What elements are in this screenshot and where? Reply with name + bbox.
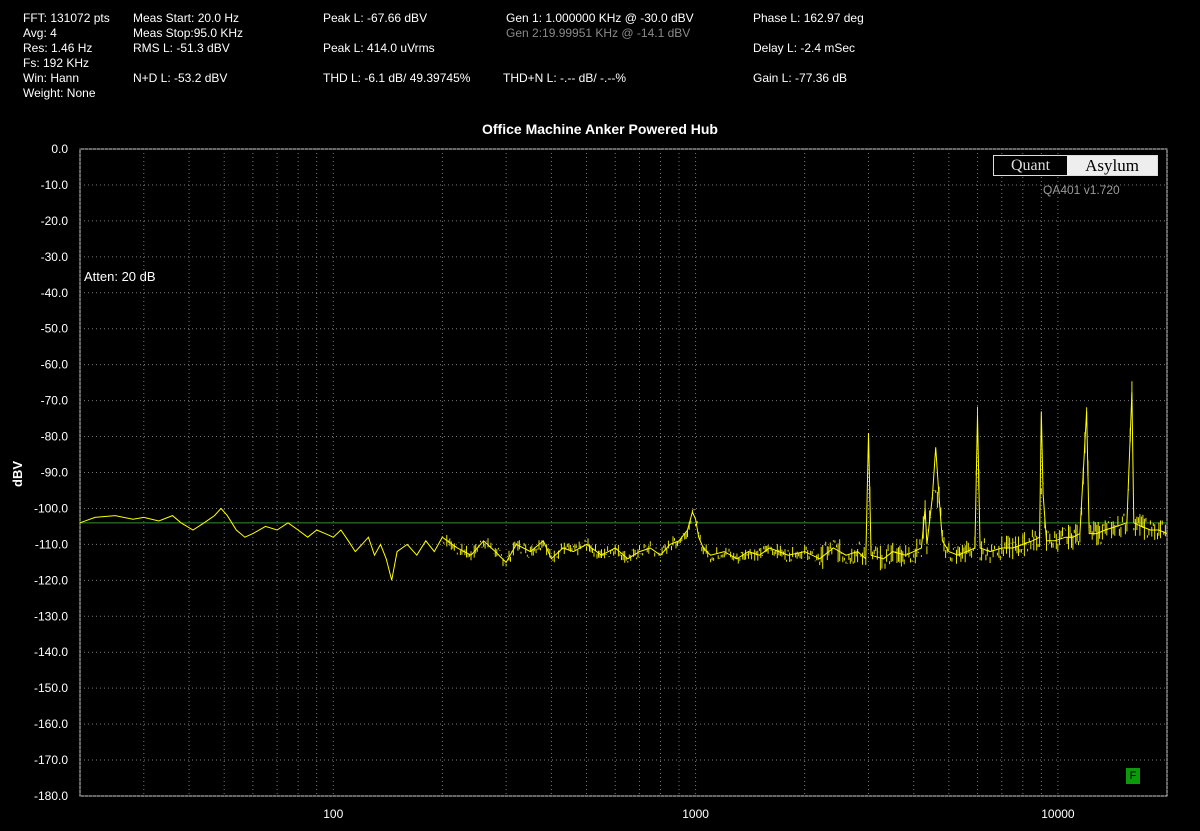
stat-res: Res: 1.46 Hz xyxy=(23,41,93,55)
noise-band xyxy=(441,381,1166,571)
stat-rms: RMS L: -51.3 dBV xyxy=(133,41,230,55)
chart-title: Office Machine Anker Powered Hub xyxy=(482,121,718,137)
y-tick-label: -160.0 xyxy=(34,717,68,731)
stat-meas-start: Meas Start: 20.0 Hz xyxy=(133,11,240,25)
x-tick-label: 10000 xyxy=(1041,807,1075,821)
y-tick-label: -130.0 xyxy=(34,609,68,623)
y-tick-label: -70.0 xyxy=(41,394,69,408)
y-axis-ticks: 0.0 -10.0 -20.0 -30.0 -40.0 -50.0 -60.0 -70.0 -8… xyxy=(34,142,68,803)
f-badge[interactable]: F xyxy=(1126,768,1140,784)
y-tick-label: -20.0 xyxy=(41,214,69,228)
logo-asylum: Asylum xyxy=(1067,156,1157,175)
logo-quant: Quant xyxy=(1010,157,1051,174)
x-tick-label: 100 xyxy=(323,807,343,821)
trace-layer xyxy=(79,381,1168,581)
y-tick-label: -110.0 xyxy=(35,537,68,551)
x-tick-label: 1000 xyxy=(682,807,709,821)
y-axis-label: dBV xyxy=(10,461,25,487)
stat-gain: Gain L: -77.36 dB xyxy=(753,71,848,85)
stat-thd-n: THD+N L: -.-- dB/ -.--% xyxy=(503,71,627,85)
y-tick-label: -10.0 xyxy=(41,178,69,192)
stat-window: Win: Hann xyxy=(23,71,80,85)
stat-n-plus-d: N+D L: -53.2 dBV xyxy=(133,71,228,85)
stat-meas-stop: Meas Stop:95.0 KHz xyxy=(133,26,244,40)
y-tick-label: -140.0 xyxy=(34,645,68,659)
quantasylum-logo: Quant Asylum xyxy=(993,155,1158,176)
stat-weight: Weight: None xyxy=(23,86,96,100)
stat-fft: FFT: 131072 pts xyxy=(23,11,110,25)
chart-grid xyxy=(79,148,1168,797)
y-tick-label: -40.0 xyxy=(41,286,69,300)
y-tick-label: -120.0 xyxy=(34,573,68,587)
y-tick-label: -50.0 xyxy=(41,322,69,336)
y-tick-label: -100.0 xyxy=(34,501,68,515)
stat-fs: Fs: 192 KHz xyxy=(23,56,90,70)
stat-avg: Avg: 4 xyxy=(23,26,57,40)
x-axis-ticks: 100 1000 10000 xyxy=(323,807,1075,821)
stat-thd: THD L: -6.1 dB/ 49.39745% xyxy=(323,71,471,85)
y-tick-label: -180.0 xyxy=(34,789,68,803)
plot-frame xyxy=(79,148,1168,797)
stat-phase: Phase L: 162.97 deg xyxy=(753,11,864,25)
y-tick-label: -90.0 xyxy=(41,466,69,480)
version-label: QA401 v1.720 xyxy=(1043,183,1120,197)
stat-gen1: Gen 1: 1.000000 KHz @ -30.0 dBV xyxy=(506,11,694,25)
stat-delay: Delay L: -2.4 mSec xyxy=(753,41,856,55)
stat-peak-uvrms: Peak L: 414.0 uVrms xyxy=(323,41,435,55)
y-tick-label: -60.0 xyxy=(41,358,69,372)
y-tick-label: -170.0 xyxy=(34,753,68,767)
stat-peak-dbv: Peak L: -67.66 dBV xyxy=(323,11,428,25)
y-tick-label: -150.0 xyxy=(34,681,68,695)
y-tick-label: -80.0 xyxy=(41,430,69,444)
atten-annotation: Atten: 20 dB xyxy=(84,269,156,284)
stat-gen2: Gen 2:19.99951 KHz @ -14.1 dBV xyxy=(506,26,691,40)
y-tick-label: 0.0 xyxy=(51,142,68,156)
y-tick-label: -30.0 xyxy=(41,250,69,264)
